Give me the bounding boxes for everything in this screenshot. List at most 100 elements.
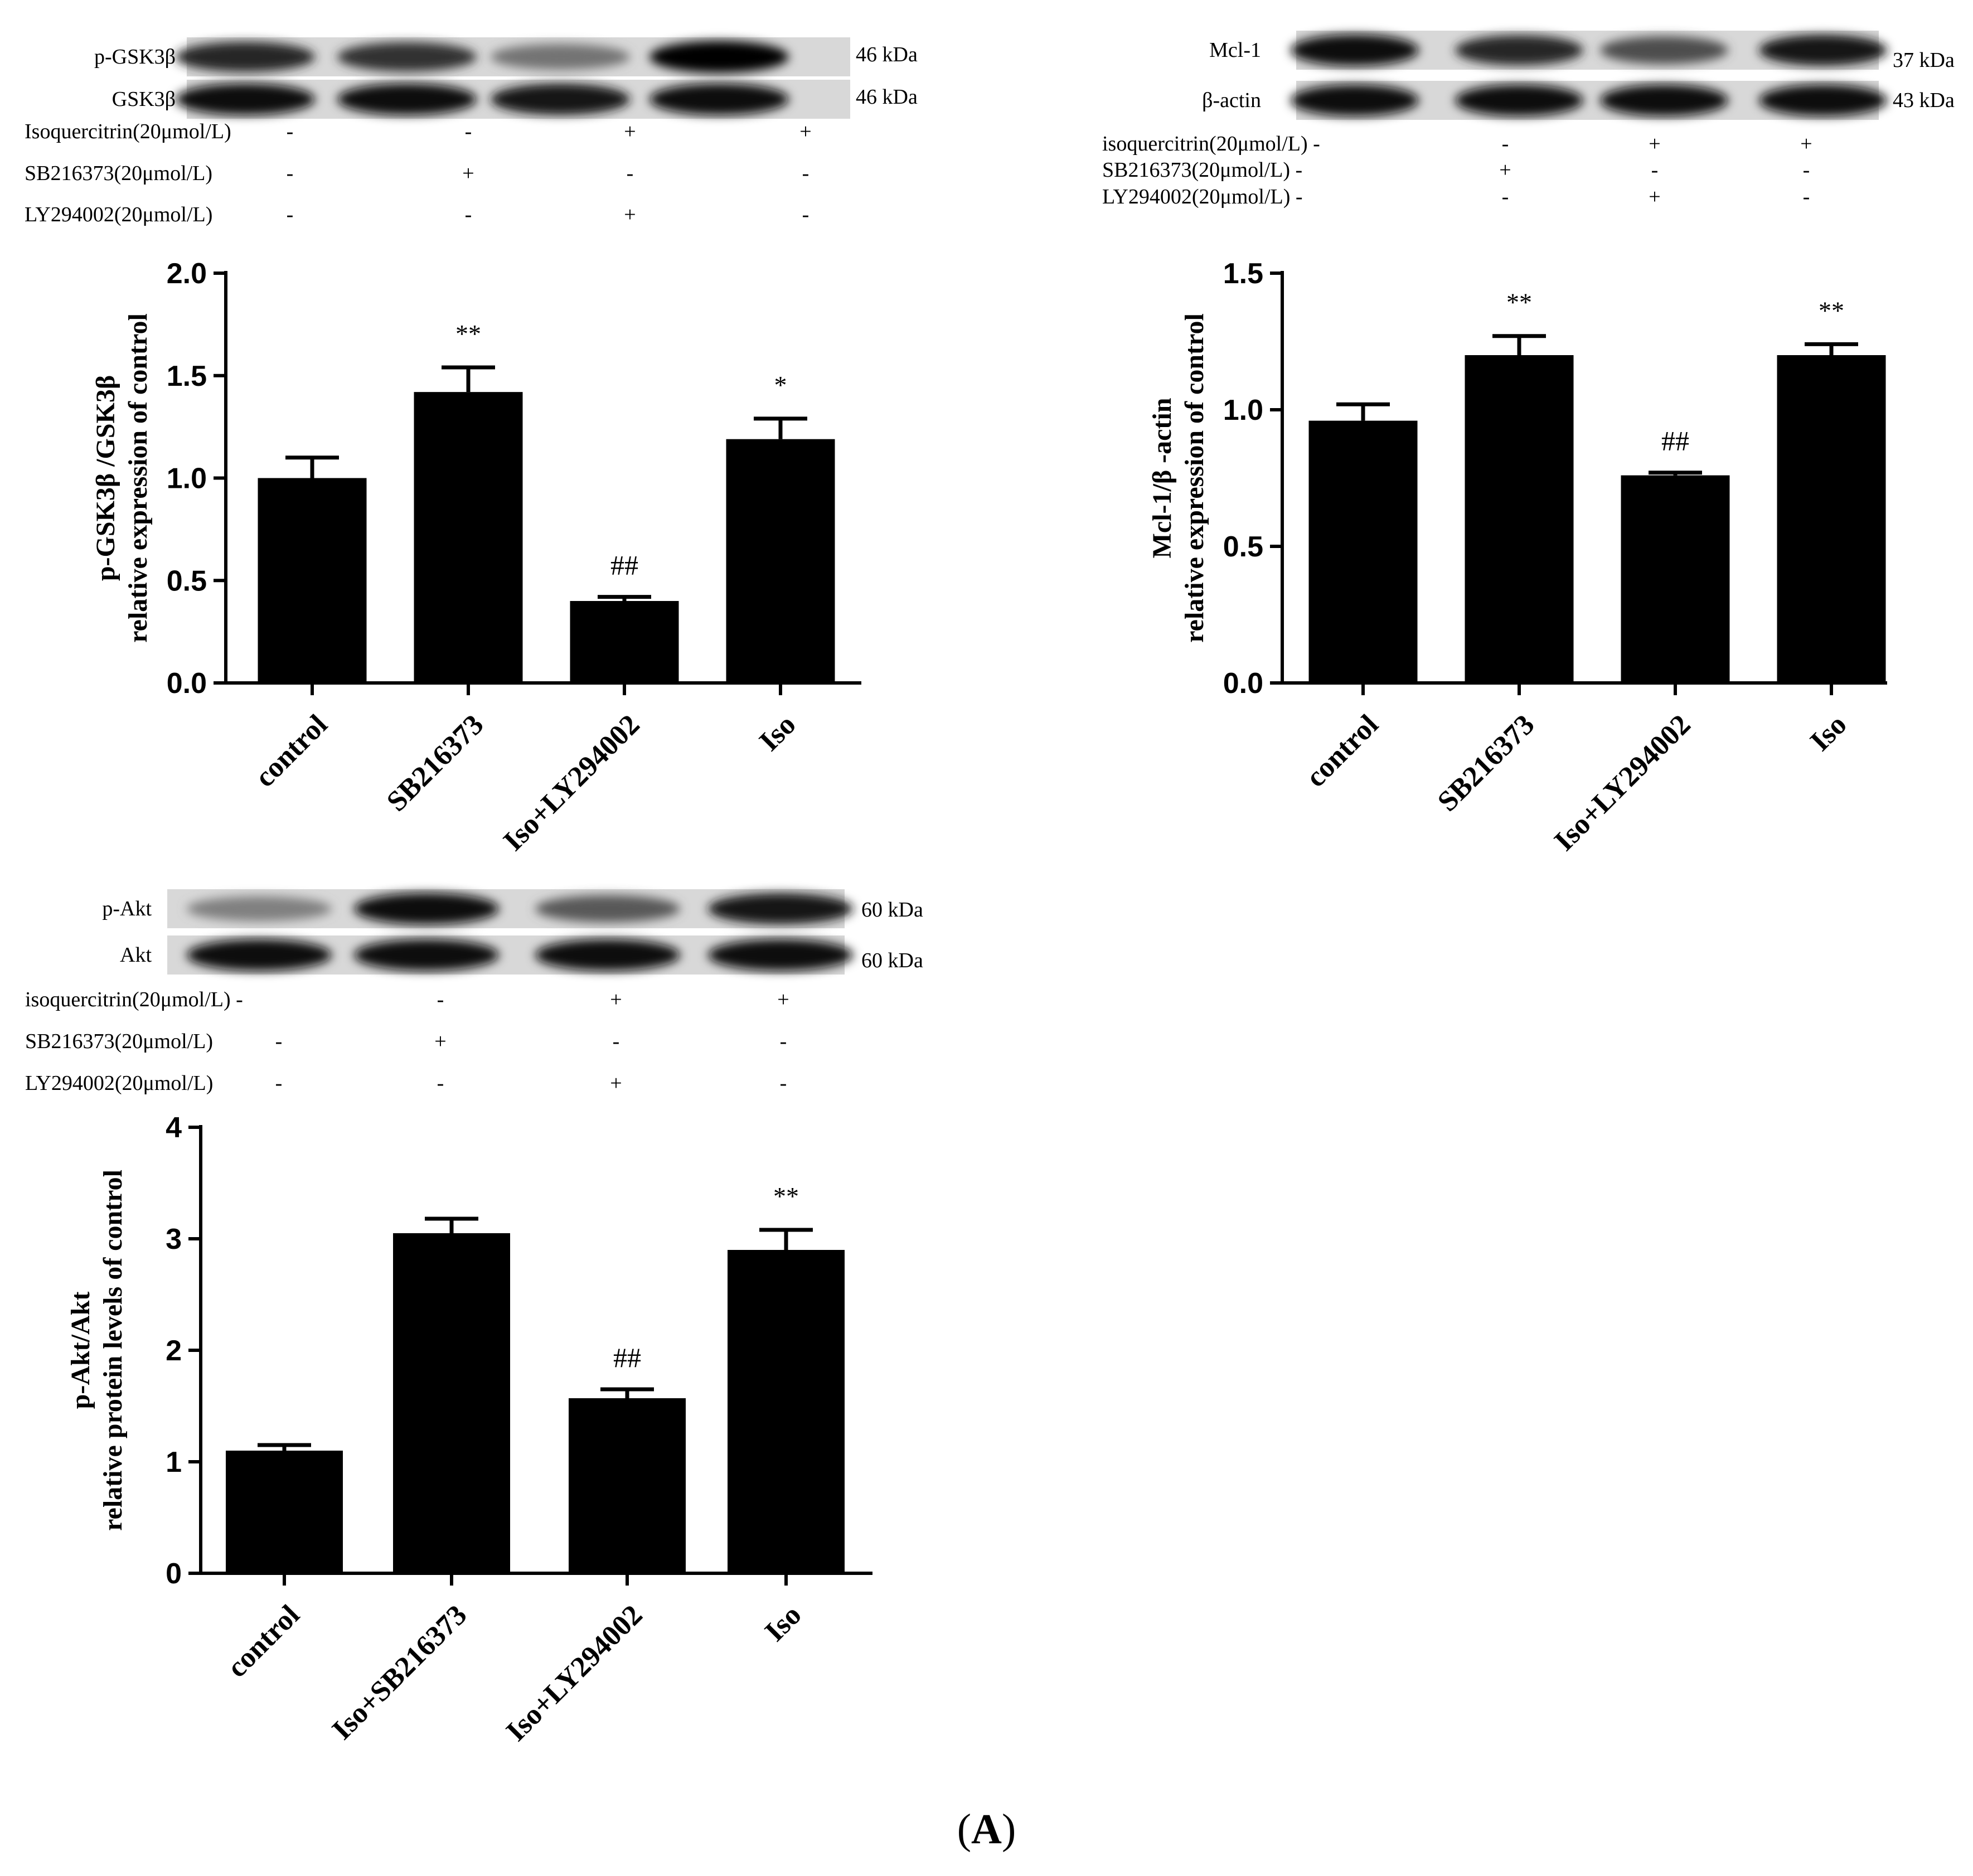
blot-row-label: Akt xyxy=(120,943,152,967)
blot-band xyxy=(491,84,630,115)
treatment-sign: - xyxy=(437,1072,444,1095)
x-tick-label: Iso+SB216373 xyxy=(326,1599,473,1746)
significance-label: ## xyxy=(1661,425,1689,457)
treatment-sign: - xyxy=(465,120,472,143)
treatment-label: SB216373(20μmol/L) xyxy=(25,162,212,185)
y-axis-label: p-Akt/Akt xyxy=(66,1292,95,1409)
treatment-sign: - xyxy=(1803,158,1810,182)
y-tick-label: 0.0 xyxy=(1223,667,1263,700)
panel-paren-close: ) xyxy=(1001,1806,1016,1853)
y-tick-label: 1.5 xyxy=(1223,258,1263,290)
blot-kda-label: 43 kDa xyxy=(1893,89,1955,112)
y-tick-label: 1.5 xyxy=(167,360,207,392)
treatment-sign: - xyxy=(275,1072,283,1095)
bar-chart: ** ## ** 0.0 0.5 1.0 1.5 control SB216373 Iso+LY2… xyxy=(1147,258,1887,857)
treatment-sign: - xyxy=(780,1030,787,1053)
significance-label: * xyxy=(774,371,787,399)
bar xyxy=(726,439,835,683)
blot-band xyxy=(1759,84,1887,117)
treatment-sign: - xyxy=(1502,185,1509,209)
x-tick-label: Iso+LY294002 xyxy=(1548,709,1696,857)
bar xyxy=(226,1451,343,1573)
bar xyxy=(1621,475,1730,683)
treatment-sign: + xyxy=(624,120,636,143)
blot-band xyxy=(354,893,499,925)
blot-kda-label: 46 kDa xyxy=(856,43,918,66)
x-tick-label: control xyxy=(221,1599,306,1684)
bar xyxy=(258,478,367,683)
blot-kda-label: 60 kDa xyxy=(861,949,923,972)
x-tick-label: control xyxy=(1300,709,1385,793)
blot-band xyxy=(176,83,315,115)
blot-band xyxy=(337,83,477,115)
blot-row-label: p-GSK3β xyxy=(94,45,176,69)
western-blot: Mcl-1 37 kDa β-actin 43 kDa isoquercitrin(20… xyxy=(1102,31,1955,209)
y-tick-label: 0.0 xyxy=(167,667,207,700)
y-tick-label: 2 xyxy=(166,1335,182,1367)
treatment-sign: - xyxy=(287,162,294,185)
blot-band xyxy=(708,939,853,971)
significance-label: ** xyxy=(1506,288,1532,317)
blot-kda-label: 46 kDa xyxy=(856,85,918,109)
treatment-sign: + xyxy=(777,988,789,1011)
significance-label: ** xyxy=(1819,296,1844,324)
significance-label: ** xyxy=(773,1182,799,1210)
treatment-sign: - xyxy=(780,1072,787,1095)
blot-band xyxy=(354,939,499,971)
y-tick-label: 0 xyxy=(166,1558,182,1590)
blot-band xyxy=(649,41,789,73)
y-tick-label: 0.5 xyxy=(167,565,207,597)
blot-band xyxy=(708,893,853,924)
x-tick-label: SB216373 xyxy=(1432,709,1541,818)
bar xyxy=(1777,355,1886,683)
blot-band xyxy=(1455,84,1583,117)
treatment-label: LY294002(20μmol/L) xyxy=(25,203,212,226)
x-tick-label: SB216373 xyxy=(381,709,490,818)
panel-label: A xyxy=(971,1806,1002,1853)
treatment-label: isoquercitrin(20μmol/L) - xyxy=(1102,132,1320,156)
y-axis-label: p-GSK3β /GSK3β xyxy=(91,375,120,581)
treatment-sign: + xyxy=(1649,185,1660,209)
treatment-sign: - xyxy=(287,120,294,143)
blot-band xyxy=(649,83,789,115)
y-axis-label: relative expression of control xyxy=(123,313,153,643)
significance-label: ## xyxy=(610,550,638,581)
y-axis-label: Mcl-1/β -actin xyxy=(1147,398,1177,559)
blot-kda-label: 37 kDa xyxy=(1893,49,1955,72)
treatment-label: SB216373(20μmol/L) xyxy=(25,1030,213,1053)
treatment-sign: + xyxy=(1649,132,1660,156)
x-tick-label: control xyxy=(249,709,334,793)
x-tick-label: Iso xyxy=(1804,709,1853,757)
treatment-sign: - xyxy=(275,1030,283,1053)
treatment-label: SB216373(20μmol/L) - xyxy=(1102,158,1302,182)
treatment-sign: + xyxy=(624,203,636,226)
blot-band xyxy=(1455,35,1583,66)
bar-chart: ## ** 0 1 2 3 4 control Iso+SB216373 Iso+LY294002… xyxy=(66,1112,872,1747)
panel-paren-open: ( xyxy=(957,1806,972,1853)
blot-band xyxy=(1600,36,1728,65)
treatment-sign: - xyxy=(802,162,809,185)
bar xyxy=(570,601,679,683)
significance-label: ** xyxy=(455,319,481,348)
treatment-sign: + xyxy=(799,120,811,143)
blot-band xyxy=(337,42,477,72)
x-tick-label: Iso+LY294002 xyxy=(500,1599,648,1747)
blot-band xyxy=(1291,34,1419,66)
western-blot: p-Akt 60 kDa Akt 60 kDa isoquercitrin(20μmol… xyxy=(25,889,923,1095)
y-tick-label: 1.0 xyxy=(1223,394,1263,426)
blot-row-label: GSK3β xyxy=(112,88,176,111)
treatment-sign: - xyxy=(613,1030,620,1053)
significance-label: ## xyxy=(613,1342,641,1373)
blot-band xyxy=(1600,84,1728,117)
blot-kda-label: 60 kDa xyxy=(861,898,923,922)
treatment-sign: + xyxy=(1499,158,1511,182)
blot-band xyxy=(187,939,332,971)
treatment-sign: - xyxy=(287,203,294,226)
bar xyxy=(728,1250,845,1573)
blot-band xyxy=(176,41,315,72)
treatment-label: Isoquercitrin(20μmol/L) xyxy=(25,120,231,143)
treatment-sign: - xyxy=(465,203,472,226)
blot-band xyxy=(1291,84,1419,117)
treatment-sign: - xyxy=(437,988,444,1011)
treatment-sign: + xyxy=(610,988,622,1011)
